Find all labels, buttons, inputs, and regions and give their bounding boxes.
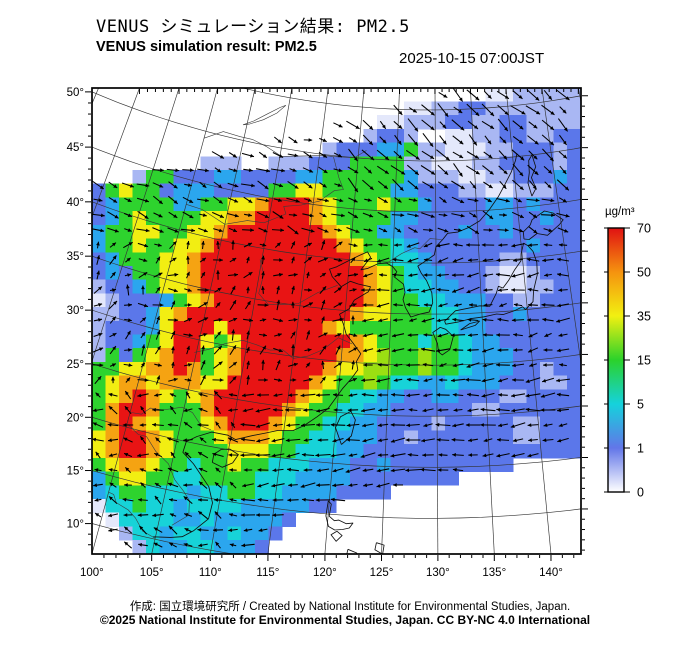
map-frame bbox=[91, 87, 582, 555]
svg-text:5: 5 bbox=[637, 398, 644, 412]
svg-text:1: 1 bbox=[637, 442, 644, 456]
svg-text:15: 15 bbox=[637, 354, 651, 368]
svg-text:10°: 10° bbox=[67, 519, 84, 531]
svg-text:30°: 30° bbox=[67, 305, 84, 317]
simulation-timestamp: 2025-10-15 07:00JST bbox=[399, 50, 545, 67]
svg-text:70: 70 bbox=[637, 222, 651, 236]
wind-vector-arrows bbox=[92, 88, 570, 549]
svg-text:125°: 125° bbox=[370, 567, 394, 579]
svg-text:15°: 15° bbox=[67, 466, 84, 478]
svg-text:35°: 35° bbox=[67, 251, 84, 263]
svg-text:35: 35 bbox=[637, 310, 651, 324]
graticule-grid bbox=[92, 88, 581, 554]
axis-labels: 100° 105° 110° 115° 120° 125° 130° 135° 140° 50° 4… bbox=[67, 87, 563, 579]
svg-text:110°: 110° bbox=[199, 567, 222, 579]
page-title-japanese: VENUS シミュレーション結果: PM2.5 bbox=[96, 17, 410, 37]
axis-ticks bbox=[85, 89, 588, 561]
colorbar-unit-label: µg/m³ bbox=[605, 206, 635, 218]
svg-text:20°: 20° bbox=[67, 412, 84, 424]
svg-text:140°: 140° bbox=[539, 567, 563, 579]
svg-text:50: 50 bbox=[637, 266, 651, 280]
svg-text:50°: 50° bbox=[67, 87, 84, 99]
svg-text:135°: 135° bbox=[482, 567, 506, 579]
svg-text:120°: 120° bbox=[313, 567, 337, 579]
credit-line-license: ©2025 National Institute for Environment… bbox=[99, 613, 591, 627]
svg-text:115°: 115° bbox=[256, 567, 279, 579]
credit-line-attribution: 作成: 国立環境研究所 / Created by National Instit… bbox=[129, 601, 571, 613]
colorbar: 70 50 35 15 5 1 0 µg/m³ bbox=[604, 206, 651, 500]
svg-text:130°: 130° bbox=[426, 567, 450, 579]
page-title-english: VENUS simulation result: PM2.5 bbox=[96, 39, 317, 55]
svg-text:105°: 105° bbox=[140, 567, 164, 579]
svg-text:25°: 25° bbox=[67, 359, 84, 371]
svg-text:100°: 100° bbox=[80, 567, 104, 579]
svg-text:45°: 45° bbox=[67, 142, 84, 154]
svg-text:0: 0 bbox=[637, 486, 644, 500]
svg-text:40°: 40° bbox=[67, 197, 84, 209]
